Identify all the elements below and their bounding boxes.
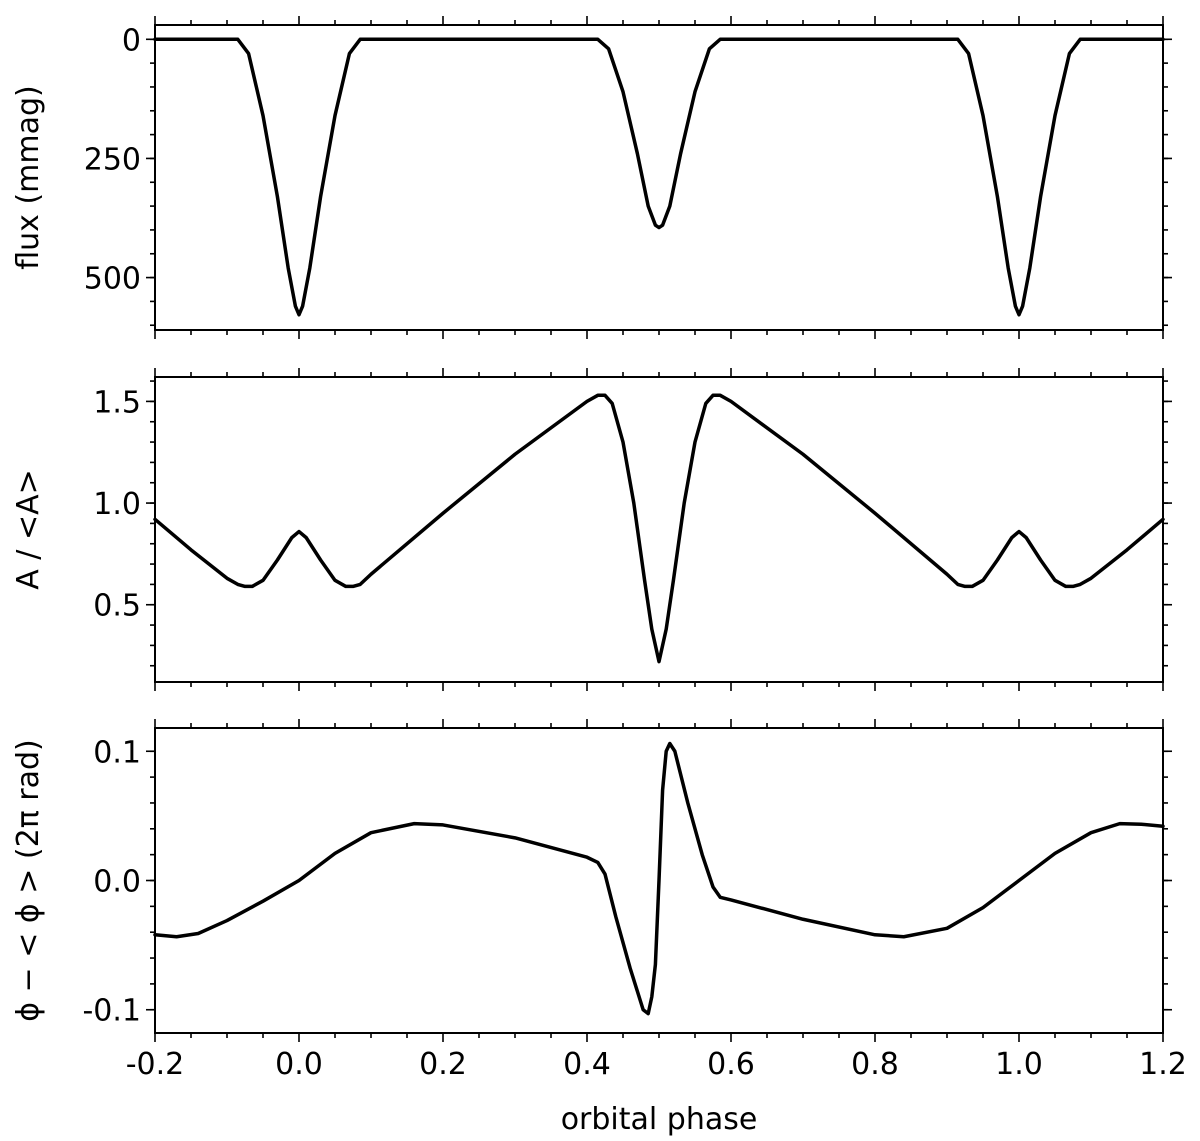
plot-frame bbox=[154, 24, 1164, 331]
y-tick-label: 250 bbox=[84, 142, 141, 177]
plot-frame bbox=[154, 376, 1164, 683]
x-tick-label: 0.0 bbox=[275, 1047, 323, 1082]
y-axis-label: flux (mmag) bbox=[11, 85, 46, 269]
x-tick-label: 0.4 bbox=[563, 1047, 611, 1082]
y-tick-label: 0 bbox=[122, 23, 141, 58]
y-tick-label: -0.1 bbox=[82, 994, 141, 1029]
series-line bbox=[153, 393, 1165, 664]
plot-frame bbox=[154, 727, 1164, 1034]
y-axis-label: ϕ − < ϕ > (2π rad) bbox=[11, 739, 46, 1022]
flux-panel: 0 250 500 flux (mmag) bbox=[11, 16, 1172, 339]
y-tick-label: 1.0 bbox=[93, 487, 141, 522]
x-axis-label: orbital phase bbox=[561, 1102, 758, 1137]
y-tick-label: 1.5 bbox=[93, 385, 141, 420]
y-tick-label: 0.0 bbox=[93, 865, 141, 900]
y-tick-label: 0.1 bbox=[93, 735, 141, 770]
series-line bbox=[153, 37, 1165, 317]
amplitude-panel: 0.5 1.0 1.5 A / <A> bbox=[11, 368, 1172, 691]
x-tick-label: 1.2 bbox=[1139, 1047, 1187, 1082]
series-line bbox=[153, 741, 1165, 1016]
y-tick-label: 500 bbox=[84, 262, 141, 297]
x-tick-label: 0.2 bbox=[419, 1047, 467, 1082]
x-tick-label: 1.0 bbox=[995, 1047, 1043, 1082]
x-tick-label: 0.8 bbox=[851, 1047, 899, 1082]
y-tick-label: 0.5 bbox=[93, 589, 141, 624]
x-tick-label: -0.2 bbox=[126, 1047, 185, 1082]
phase-panel: -0.1 0.0 0.1 -0.2 0.0 0.2 0.4 0.6 0.8 1.0 1.2 ϕ − <… bbox=[11, 719, 1187, 1137]
x-tick-label: 0.6 bbox=[707, 1047, 755, 1082]
y-axis-label: A / <A> bbox=[11, 469, 46, 590]
